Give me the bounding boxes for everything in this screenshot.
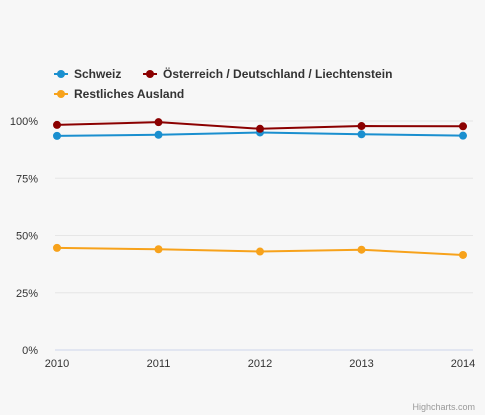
x-axis: 2010 2011 2012 2013 2014 <box>45 358 475 370</box>
data-point[interactable] <box>53 131 61 140</box>
y-axis: 0% 25% 50% 75% 100% <box>10 116 38 357</box>
legend-label: Österreich / Deutschland / Liechtenstein <box>163 66 392 81</box>
x-tick-label: 2011 <box>147 358 171 370</box>
legend-label: Restliches Ausland <box>74 87 184 101</box>
y-tick-label: 50% <box>16 231 38 243</box>
data-point[interactable] <box>154 245 163 254</box>
legend-item[interactable]: Schweiz <box>54 67 121 81</box>
legend-item[interactable]: Restliches Ausland <box>54 87 184 101</box>
legend: Schweiz Österreich / Deutschland / Liecht… <box>54 66 392 101</box>
data-point[interactable] <box>357 245 366 254</box>
data-point[interactable] <box>459 250 467 259</box>
data-point[interactable] <box>154 130 163 139</box>
y-tick-label: 25% <box>16 288 38 300</box>
legend-item[interactable]: Österreich / Deutschland / Liechtenstein <box>143 66 392 81</box>
data-point[interactable] <box>357 122 366 131</box>
credits-text[interactable]: Highcharts.com <box>412 402 475 412</box>
data-point[interactable] <box>459 131 467 140</box>
y-tick-label: 0% <box>22 345 38 357</box>
data-point[interactable] <box>357 130 366 139</box>
y-tick-label: 100% <box>10 116 38 128</box>
series-lines <box>53 118 467 259</box>
data-point[interactable] <box>53 120 61 129</box>
legend-marker-symbol <box>57 90 65 98</box>
data-point[interactable] <box>256 124 264 133</box>
legend-marker-symbol <box>57 70 65 78</box>
x-tick-label: 2010 <box>45 358 69 370</box>
x-tick-label: 2012 <box>248 358 272 370</box>
legend-label: Schweiz <box>74 67 121 81</box>
data-point[interactable] <box>459 122 467 131</box>
grid-lines <box>55 120 473 351</box>
data-point[interactable] <box>256 247 264 256</box>
y-tick-label: 75% <box>16 173 38 185</box>
data-point[interactable] <box>154 118 163 127</box>
data-point[interactable] <box>53 243 61 252</box>
x-tick-label: 2014 <box>451 358 475 370</box>
legend-marker-symbol <box>146 70 154 78</box>
x-tick-label: 2013 <box>349 358 373 370</box>
